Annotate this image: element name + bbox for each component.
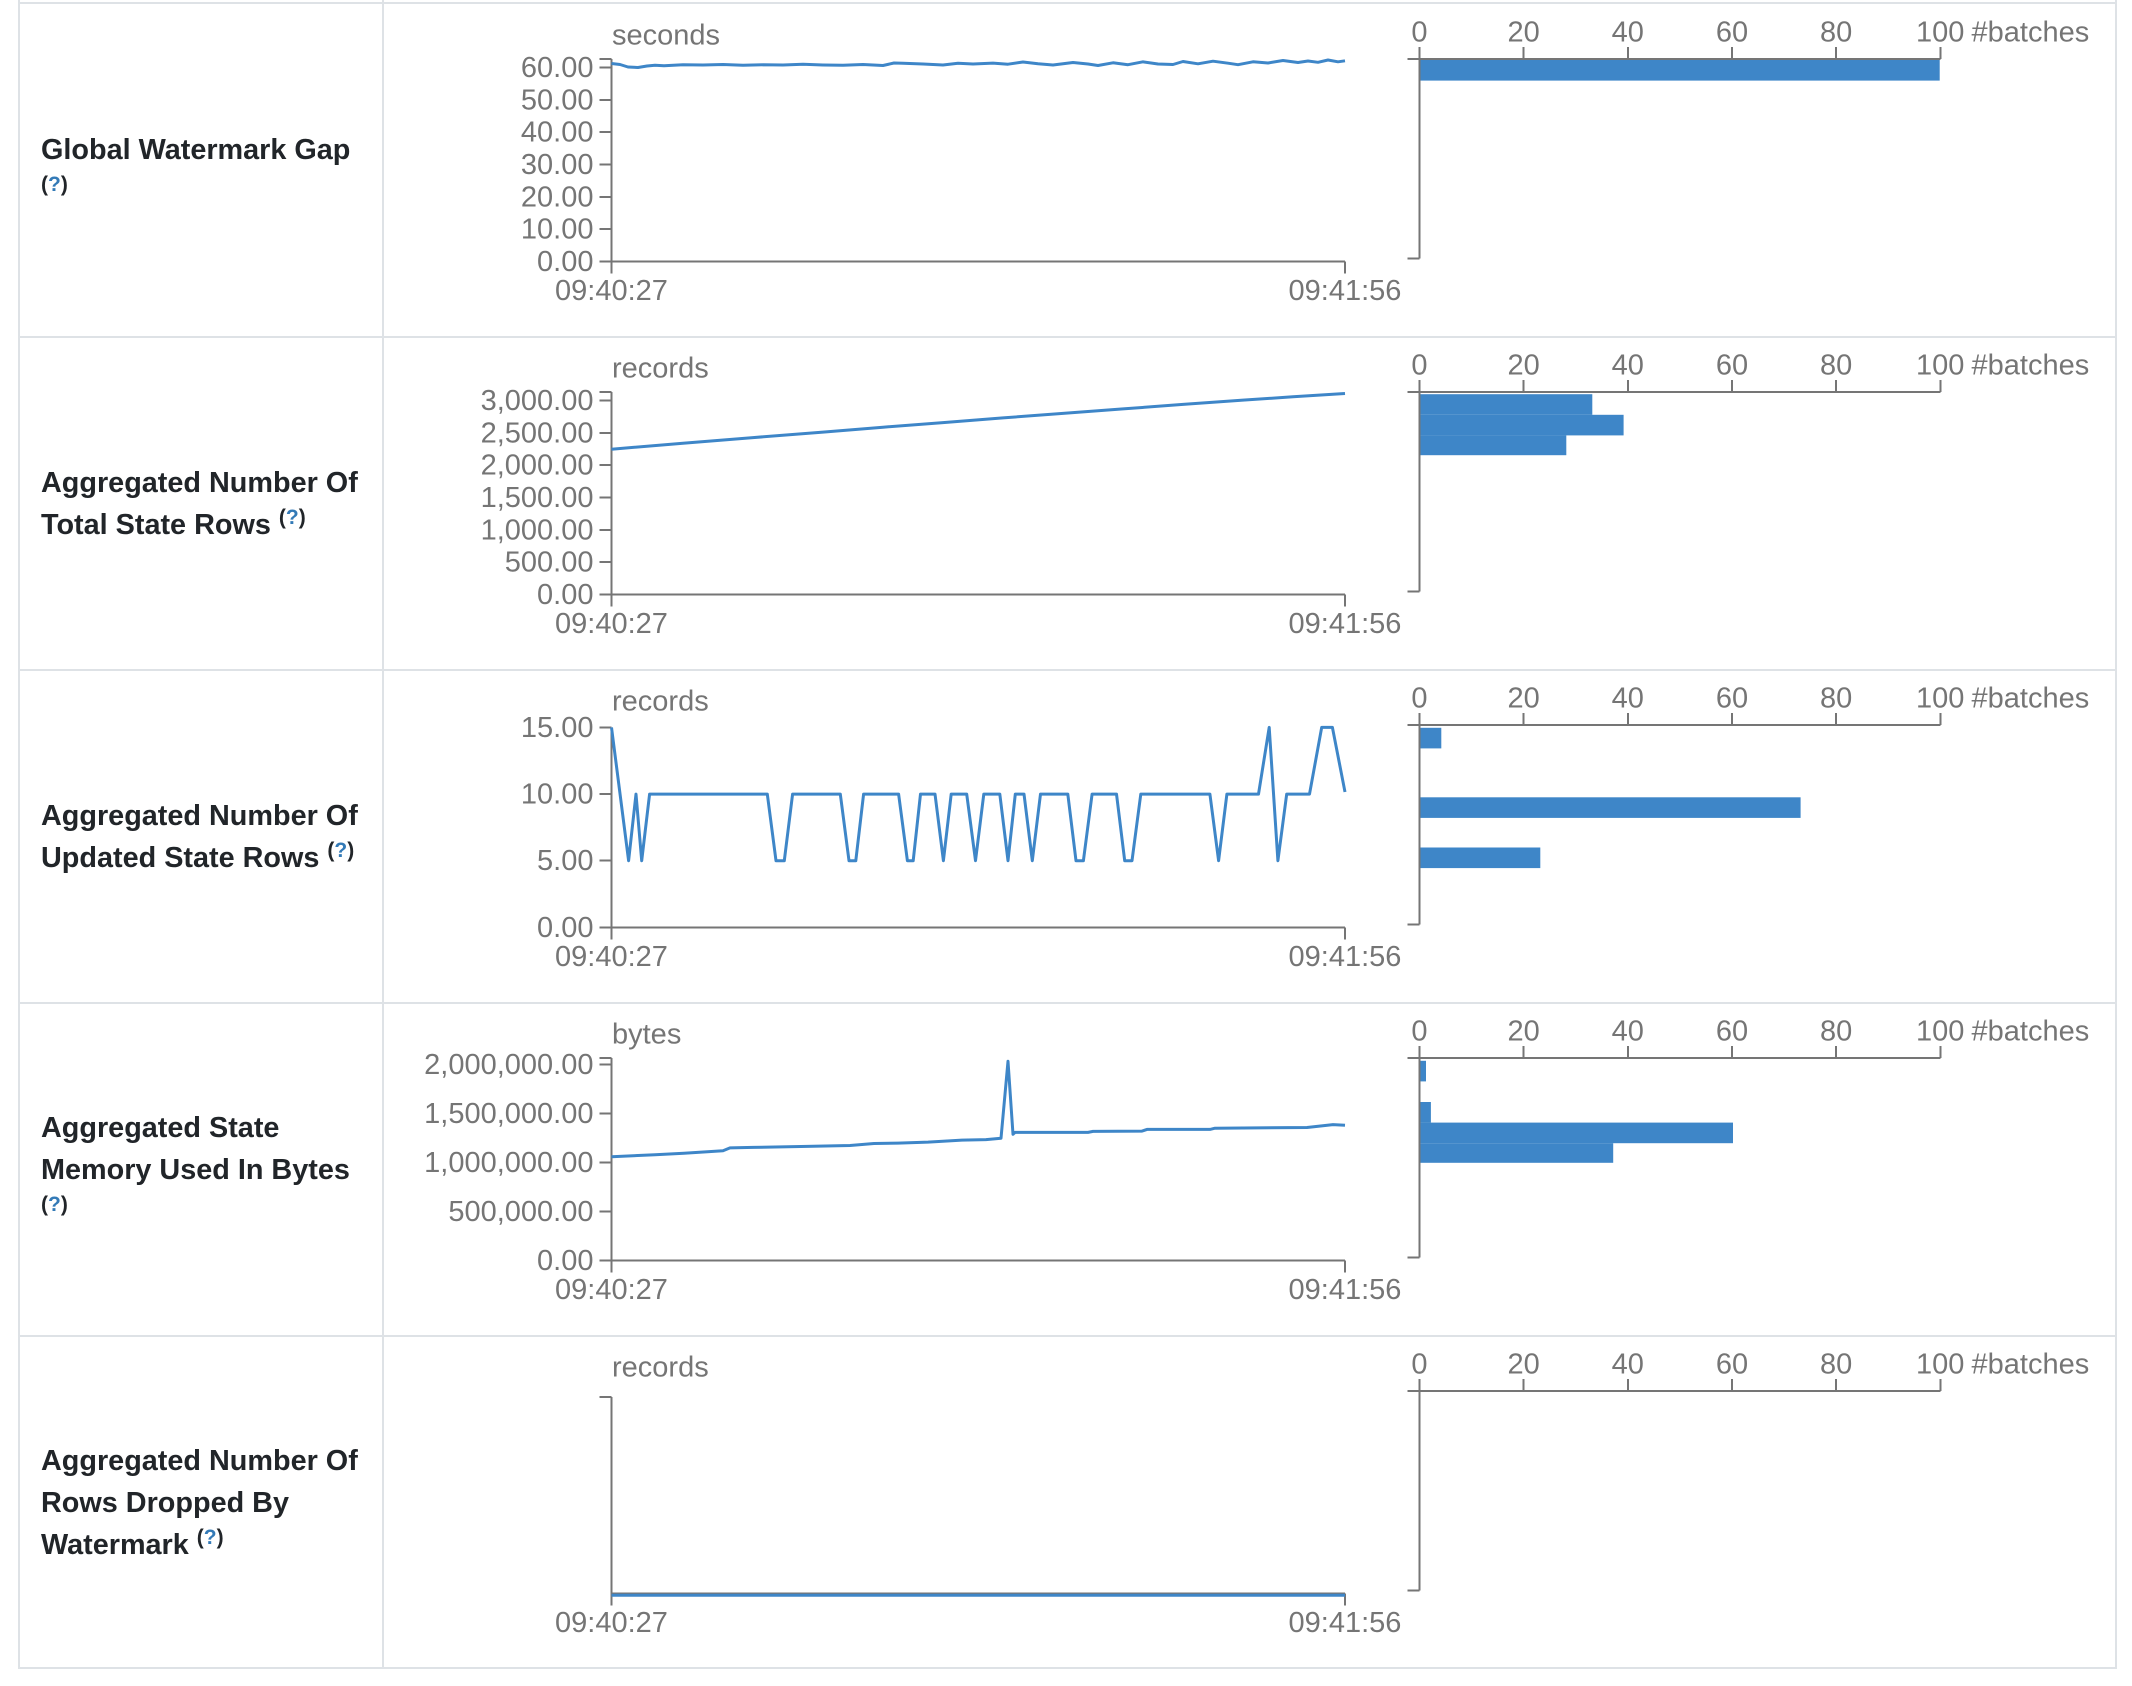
svg-text:1,500.00: 1,500.00 (481, 482, 594, 514)
svg-text:80: 80 (1820, 350, 1852, 382)
svg-text:09:40:27: 09:40:27 (555, 1607, 668, 1639)
svg-text:bytes: bytes (612, 1019, 681, 1051)
svg-text:60: 60 (1716, 17, 1748, 49)
svg-text:09:41:56: 09:41:56 (1289, 1274, 1402, 1306)
svg-text:0: 0 (1411, 1016, 1427, 1048)
svg-text:0.00: 0.00 (537, 1245, 593, 1277)
svg-text:1,000,000.00: 1,000,000.00 (424, 1147, 593, 1179)
svg-text:50.00: 50.00 (521, 84, 594, 116)
svg-text:records: records (612, 686, 709, 718)
svg-text:20: 20 (1508, 350, 1540, 382)
svg-text:#batches: #batches (1972, 1349, 2090, 1381)
svg-text:80: 80 (1820, 17, 1852, 49)
svg-text:40.00: 40.00 (521, 117, 594, 149)
svg-text:80: 80 (1820, 1016, 1852, 1048)
svg-text:0: 0 (1411, 1349, 1427, 1381)
svg-text:0.00: 0.00 (537, 912, 593, 944)
svg-text:15.00: 15.00 (521, 712, 594, 744)
svg-text:20: 20 (1508, 683, 1540, 715)
svg-text:0.00: 0.00 (537, 579, 593, 611)
svg-text:2,000,000.00: 2,000,000.00 (424, 1049, 593, 1081)
svg-text:500,000.00: 500,000.00 (448, 1196, 593, 1228)
svg-text:20: 20 (1508, 1016, 1540, 1048)
svg-text:09:41:56: 09:41:56 (1289, 941, 1402, 973)
svg-text:60.00: 60.00 (521, 52, 594, 84)
svg-text:09:41:56: 09:41:56 (1289, 1607, 1402, 1639)
svg-text:#batches: #batches (1972, 350, 2090, 382)
svg-text:09:41:56: 09:41:56 (1289, 608, 1402, 640)
svg-text:100: 100 (1916, 683, 1964, 715)
svg-text:100: 100 (1916, 17, 1964, 49)
svg-text:60: 60 (1716, 1016, 1748, 1048)
svg-text:0: 0 (1411, 17, 1427, 49)
svg-text:40: 40 (1612, 17, 1644, 49)
svg-text:09:40:27: 09:40:27 (555, 941, 668, 973)
svg-text:records: records (612, 353, 709, 385)
svg-text:100: 100 (1916, 1016, 1964, 1048)
svg-text:80: 80 (1820, 1349, 1852, 1381)
svg-text:2,000.00: 2,000.00 (481, 450, 594, 482)
svg-text:09:41:56: 09:41:56 (1289, 275, 1402, 307)
svg-text:100: 100 (1916, 350, 1964, 382)
svg-text:09:40:27: 09:40:27 (555, 275, 668, 307)
svg-text:1,500,000.00: 1,500,000.00 (424, 1098, 593, 1130)
svg-text:60: 60 (1716, 683, 1748, 715)
svg-text:30.00: 30.00 (521, 149, 594, 181)
svg-text:20: 20 (1508, 1349, 1540, 1381)
svg-text:500.00: 500.00 (505, 547, 594, 579)
svg-text:60: 60 (1716, 1349, 1748, 1381)
svg-text:20: 20 (1508, 17, 1540, 49)
svg-text:2,500.00: 2,500.00 (481, 417, 594, 449)
svg-text:80: 80 (1820, 683, 1852, 715)
svg-text:09:40:27: 09:40:27 (555, 608, 668, 640)
svg-text:20.00: 20.00 (521, 181, 594, 213)
svg-text:records: records (612, 1352, 709, 1384)
svg-text:0: 0 (1411, 683, 1427, 715)
svg-text:40: 40 (1612, 683, 1644, 715)
svg-text:09:40:27: 09:40:27 (555, 1274, 668, 1306)
svg-text:0.00: 0.00 (537, 246, 593, 278)
svg-text:#batches: #batches (1972, 683, 2090, 715)
svg-text:40: 40 (1612, 350, 1644, 382)
svg-text:5.00: 5.00 (537, 845, 593, 877)
svg-text:40: 40 (1612, 1349, 1644, 1381)
svg-text:#batches: #batches (1972, 1016, 2090, 1048)
svg-text:10.00: 10.00 (521, 779, 594, 811)
svg-text:#batches: #batches (1972, 17, 2090, 49)
svg-text:1,000.00: 1,000.00 (481, 514, 594, 546)
svg-text:10.00: 10.00 (521, 214, 594, 246)
svg-text:100: 100 (1916, 1349, 1964, 1381)
svg-text:seconds: seconds (612, 20, 720, 52)
svg-text:0: 0 (1411, 350, 1427, 382)
svg-text:60: 60 (1716, 350, 1748, 382)
svg-text:3,000.00: 3,000.00 (481, 385, 594, 417)
svg-text:40: 40 (1612, 1016, 1644, 1048)
